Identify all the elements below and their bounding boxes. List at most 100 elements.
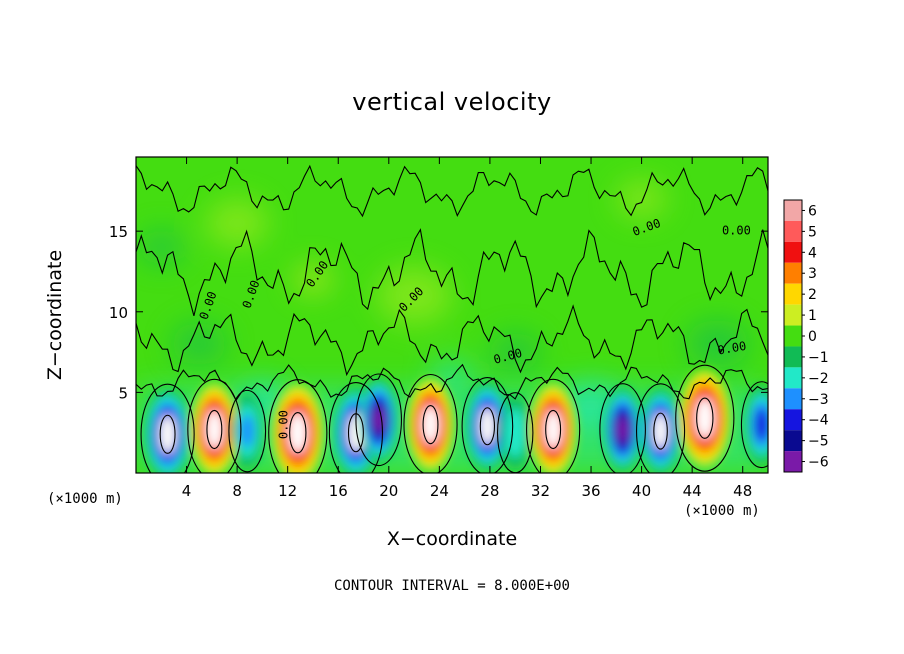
background-patch bbox=[171, 322, 228, 366]
x-unit-label-left: (×1000 m) bbox=[47, 491, 123, 507]
cell-contour bbox=[599, 383, 646, 473]
colorbar-swatch bbox=[784, 220, 802, 242]
x-tick-label: 24 bbox=[430, 482, 449, 500]
cell-core bbox=[479, 407, 496, 445]
x-tick-label: 36 bbox=[581, 482, 600, 500]
cell-contour bbox=[355, 373, 402, 467]
chart-title: vertical velocity bbox=[352, 88, 552, 116]
velocity-cell bbox=[465, 382, 510, 471]
colorbar-tick-label: 6 bbox=[808, 203, 817, 219]
x-axis-label: X−coordinate bbox=[386, 528, 518, 550]
velocity-cell bbox=[639, 388, 682, 473]
y-tick-label: 10 bbox=[109, 304, 128, 322]
cell-inner-contour bbox=[159, 414, 176, 454]
cell-inner-contour bbox=[653, 412, 668, 450]
cell-contour bbox=[328, 382, 384, 473]
colorbar-tick-label: −5 bbox=[808, 434, 829, 450]
plot-area bbox=[136, 157, 768, 473]
x-tick-label: 40 bbox=[632, 482, 651, 500]
colorbar-tick-label: 3 bbox=[808, 266, 817, 282]
background-patch bbox=[616, 179, 667, 219]
plot-frame bbox=[135, 156, 769, 474]
velocity-cell bbox=[144, 388, 191, 473]
x-tick-label: 8 bbox=[232, 482, 242, 500]
cell-core bbox=[695, 398, 714, 439]
cell-level bbox=[754, 408, 768, 442]
cell-contour bbox=[140, 383, 195, 473]
contour-line bbox=[136, 164, 768, 218]
cell-contour bbox=[268, 379, 328, 473]
colorbar-tick-label: −3 bbox=[808, 392, 829, 408]
contour-value-label: 0.00 bbox=[277, 410, 291, 439]
cell-core bbox=[422, 405, 439, 444]
background-patch bbox=[205, 198, 269, 248]
colorbar-swatch bbox=[784, 409, 802, 431]
velocity-cell bbox=[603, 387, 643, 472]
x-tick-label: 28 bbox=[480, 482, 499, 500]
x-unit-label-right: (×1000 m) bbox=[684, 503, 760, 519]
colorbar-tick-label: 2 bbox=[808, 287, 817, 303]
contour-interval-note: CONTOUR INTERVAL = 8.000E+00 bbox=[333, 578, 570, 594]
velocity-cells bbox=[144, 370, 768, 473]
colorbar-tick-label: −2 bbox=[808, 371, 829, 387]
cell-core bbox=[288, 412, 307, 453]
velocity-cell bbox=[744, 385, 768, 464]
colorbar-tick-label: −4 bbox=[808, 413, 829, 429]
cell-inner-contour bbox=[422, 405, 439, 445]
cell-level bbox=[240, 414, 255, 449]
x-tick-label: 32 bbox=[531, 482, 550, 500]
colorbar-tick-label: 5 bbox=[808, 224, 817, 240]
cell-inner-contour bbox=[206, 409, 223, 450]
contour-line bbox=[136, 304, 768, 377]
x-tick-label: 16 bbox=[329, 482, 348, 500]
cell-core bbox=[545, 410, 562, 449]
background-patch bbox=[138, 229, 185, 265]
contour-line bbox=[136, 228, 768, 317]
y-tick-label: 15 bbox=[109, 223, 128, 241]
x-tick-label: 4 bbox=[182, 482, 192, 500]
cell-contour bbox=[403, 373, 458, 473]
background-patch bbox=[376, 266, 452, 325]
velocity-cell bbox=[500, 396, 531, 470]
cell-contour bbox=[228, 389, 267, 473]
colorbar-tick-label: −6 bbox=[808, 455, 829, 471]
colorbar-swatch bbox=[784, 262, 802, 284]
colorbar-swatch bbox=[784, 430, 802, 452]
colorbar-swatch bbox=[784, 346, 802, 368]
colorbar-swatch bbox=[784, 304, 802, 326]
colorbar: 6 5 4 3 2 1 0 −1 −2 −3 −4 −5 −6 bbox=[783, 199, 829, 473]
cell-inner-contour bbox=[289, 411, 307, 454]
cell-level bbox=[616, 416, 629, 443]
colorbar-swatch bbox=[784, 200, 802, 221]
velocity-cell bbox=[231, 394, 263, 469]
colorbar-tick-label: 0 bbox=[808, 329, 817, 345]
cell-core bbox=[159, 415, 176, 454]
contour-value-label: 0.00 bbox=[716, 339, 747, 358]
colorbar-swatch bbox=[784, 325, 802, 347]
cell-core bbox=[206, 410, 223, 449]
contour-value-label: 0.00 bbox=[722, 223, 751, 237]
cell-contour bbox=[636, 383, 686, 473]
colorbar-tick-label: 1 bbox=[808, 308, 817, 324]
cell-contour bbox=[187, 378, 242, 473]
x-tick-label: 12 bbox=[278, 482, 297, 500]
x-tick-label: 44 bbox=[683, 482, 702, 500]
cell-inner-contour bbox=[479, 407, 496, 446]
colorbar-swatch bbox=[784, 367, 802, 389]
velocity-cell bbox=[530, 384, 576, 473]
velocity-cell bbox=[359, 378, 399, 462]
colorbar-swatch bbox=[784, 283, 802, 305]
x-tick-label: 48 bbox=[733, 482, 752, 500]
background-patch bbox=[489, 332, 541, 372]
cell-inner-contour bbox=[696, 397, 714, 439]
cell-contour bbox=[675, 364, 735, 472]
cell-contour bbox=[461, 377, 514, 473]
velocity-cell bbox=[272, 384, 323, 473]
x-tick-label: 20 bbox=[379, 482, 398, 500]
cell-inner-contour bbox=[545, 409, 562, 450]
cell-core bbox=[653, 413, 668, 450]
velocity-cell bbox=[407, 379, 454, 471]
colorbar-tick-label: 4 bbox=[808, 245, 817, 261]
